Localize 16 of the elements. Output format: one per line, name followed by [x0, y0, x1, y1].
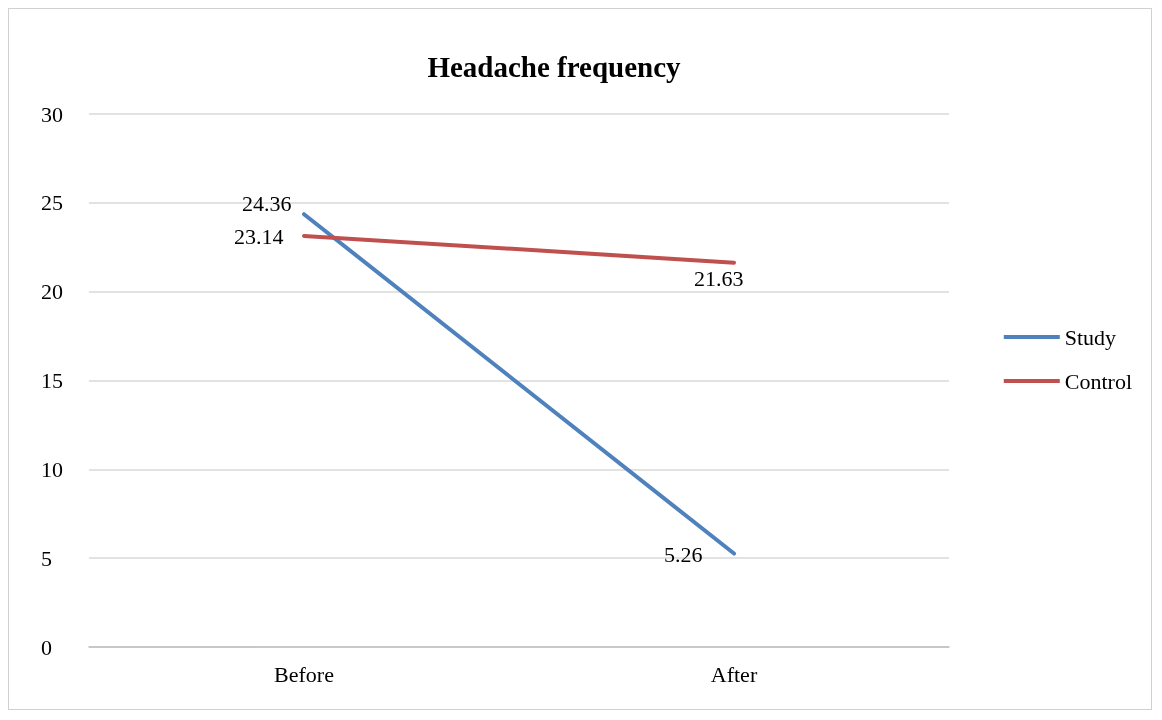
- chart-title: Headache frequency: [427, 50, 682, 83]
- y-tick-label: 15: [41, 368, 63, 393]
- data-label: 23.14: [234, 224, 284, 250]
- data-label: 21.63: [694, 266, 744, 292]
- y-tick-label: 30: [41, 101, 63, 127]
- y-tick-label: 25: [41, 190, 63, 216]
- y-tick-label: 20: [41, 279, 63, 305]
- legend-label: Study: [1064, 324, 1117, 350]
- data-label: 24.36: [242, 190, 292, 216]
- x-tick-label: After: [710, 661, 758, 687]
- x-tick-label: Before: [274, 661, 334, 687]
- data-label: 5.26: [664, 542, 703, 568]
- legend-label: Control: [1064, 368, 1133, 394]
- y-tick-label: 0: [41, 634, 52, 660]
- y-tick-label: 5: [41, 545, 52, 571]
- y-tick-label: 10: [41, 456, 63, 482]
